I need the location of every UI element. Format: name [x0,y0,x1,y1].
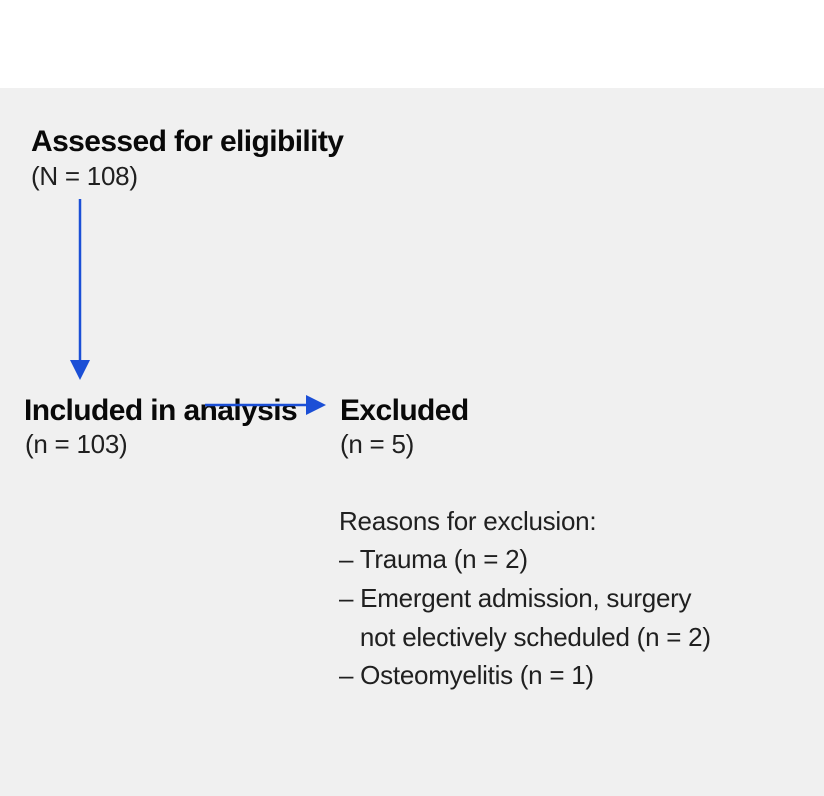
reason-line-1: – Emergent admission, surgery [339,584,691,614]
included-count: (n = 103) [25,430,127,460]
reason-line-2: not electively scheduled (n = 2) [339,623,711,653]
reasons-heading: Reasons for exclusion: [339,507,596,537]
reason-line-3: – Osteomyelitis (n = 1) [339,661,594,691]
included-title: Included in analysis [24,394,297,429]
excluded-title: Excluded [340,394,469,429]
reason-line-0: – Trauma (n = 2) [339,545,528,575]
excluded-count: (n = 5) [340,430,414,460]
assessed-title: Assessed for eligibility [31,125,343,160]
diagram-canvas: Assessed for eligibility (N = 108) Inclu… [0,0,824,796]
assessed-count: (N = 108) [31,162,138,192]
